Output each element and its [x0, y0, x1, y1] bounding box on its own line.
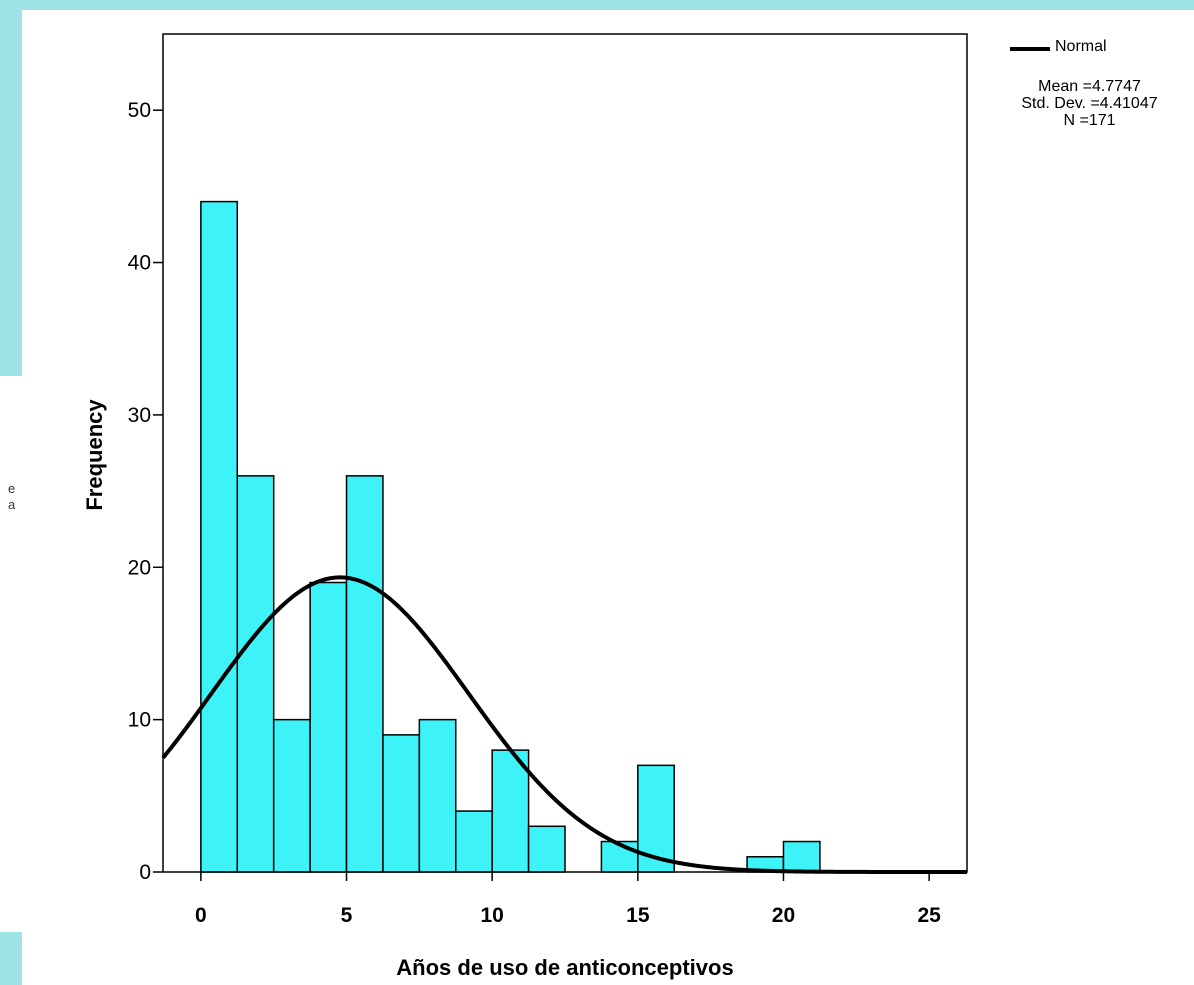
- y-tick-label-50: 50: [128, 99, 151, 122]
- x-tick-label-25: 25: [917, 904, 941, 927]
- histogram-bar-7: [455, 810, 493, 873]
- legend-label-normal: Normal: [1055, 38, 1107, 55]
- histogram-bar-5: [382, 734, 421, 873]
- decorative-band-left: [0, 0, 22, 376]
- x-tick-label-20: 20: [772, 904, 795, 927]
- x-axis-title: Años de uso de anticonceptivos: [396, 955, 733, 980]
- bars-group: [200, 200, 821, 873]
- histogram-bar-4: [345, 475, 384, 873]
- histogram-bar-6: [418, 718, 457, 873]
- decorative-band-bottom: [0, 932, 22, 985]
- histogram-bar-9: [527, 825, 566, 873]
- stat-n: N =171: [1063, 112, 1116, 129]
- y-tick-label-30: 30: [128, 404, 151, 427]
- y-tick-label-10: 10: [128, 709, 151, 732]
- side-text-line-1: e: [8, 481, 16, 496]
- y-tick-label-0: 0: [139, 861, 151, 884]
- histogram-bar-1: [236, 475, 275, 873]
- histogram-bar-3: [309, 581, 348, 873]
- y-tick-label-20: 20: [128, 556, 151, 579]
- y-axis-title: Frequency: [82, 399, 107, 511]
- x-axis: 0 5 10 15 20 25: [195, 872, 941, 927]
- y-axis: 0 10 20 30 40 50: [128, 99, 163, 884]
- histogram-bar-0: [200, 200, 239, 873]
- x-tick-label-15: 15: [626, 904, 650, 927]
- decorative-band-top: [0, 0, 1194, 10]
- side-text-line-2: a: [8, 497, 16, 512]
- stat-mean: Mean =4.7747: [1038, 78, 1141, 95]
- x-tick-label-10: 10: [480, 904, 503, 927]
- histogram-bar-2: [272, 718, 311, 873]
- stat-std-dev: Std. Dev. =4.41047: [1021, 95, 1158, 112]
- legend-entry-normal: Normal: [1010, 38, 1107, 56]
- histogram-bar-16: [782, 840, 821, 873]
- y-tick-label-40: 40: [128, 252, 151, 275]
- x-tick-label-5: 5: [341, 904, 353, 927]
- legend-line-swatch: [1010, 47, 1050, 51]
- histogram-bar-8: [491, 749, 530, 873]
- plot-frame: [162, 33, 968, 873]
- x-tick-label-0: 0: [195, 904, 207, 927]
